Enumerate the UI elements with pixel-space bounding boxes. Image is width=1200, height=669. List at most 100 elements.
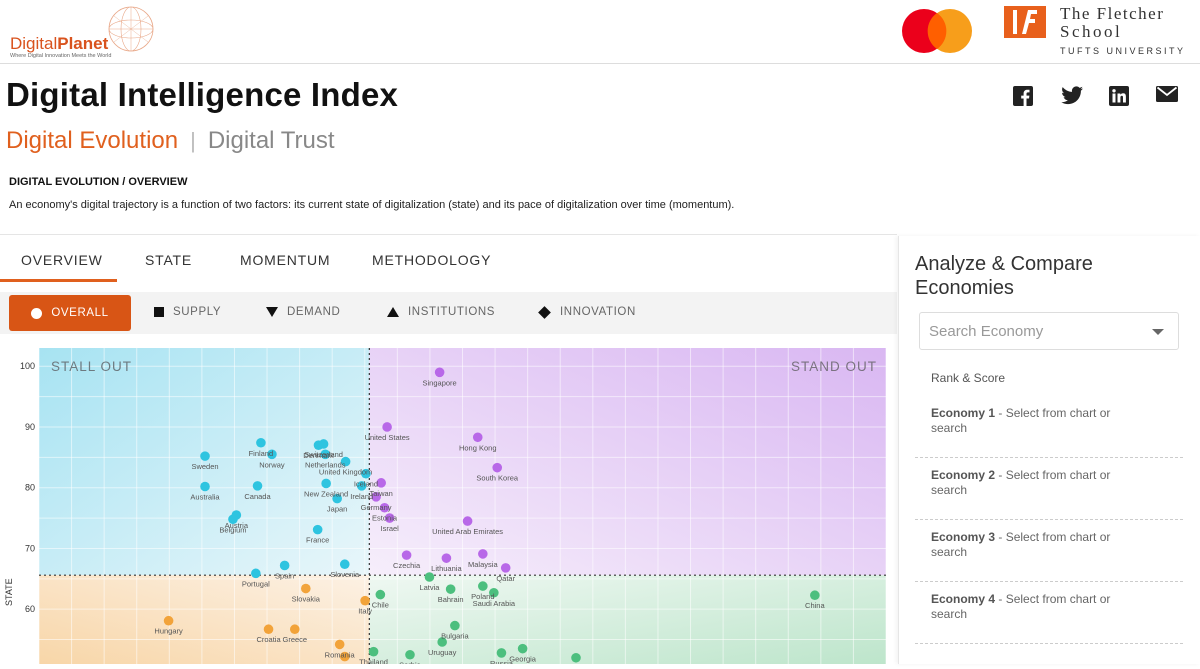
quadrant-label-stand-out: STAND OUT xyxy=(791,359,877,374)
economy-point[interactable] xyxy=(478,581,488,591)
economy-label: Singapore xyxy=(423,378,457,387)
economy-point[interactable] xyxy=(446,584,456,594)
economy-point[interactable] xyxy=(340,559,350,569)
view-tabs: OVERVIEW STATE MOMENTUM METHODOLOGY xyxy=(0,236,897,284)
economy-slot-4[interactable]: Economy 4 - Select from chart or search xyxy=(915,582,1183,644)
quadrant-watch-out xyxy=(39,575,369,664)
section-switcher: Digital Evolution|Digital Trust xyxy=(6,127,335,155)
circle-icon xyxy=(31,308,42,319)
economy-label: Germany xyxy=(361,503,392,512)
economy-label: New Zealand xyxy=(304,489,348,498)
economy-label: Bahrain xyxy=(438,595,464,604)
economy-label: Norway xyxy=(259,460,285,469)
economy-slot-label: Economy 1 xyxy=(931,406,995,420)
economy-point[interactable] xyxy=(253,481,263,491)
economy-point[interactable] xyxy=(251,569,261,579)
linkedin-icon[interactable] xyxy=(1109,86,1129,106)
fletcher-mark-icon xyxy=(1004,6,1046,38)
digital-planet-logo[interactable]: DigitalPlanet Where Digital Innovation M… xyxy=(8,6,168,60)
economy-point[interactable] xyxy=(810,590,820,600)
subnav-digital-trust[interactable]: Digital Trust xyxy=(208,127,335,154)
economy-point[interactable] xyxy=(473,432,483,442)
economy-point[interactable] xyxy=(280,561,290,571)
economy-point[interactable] xyxy=(497,648,507,658)
economy-point[interactable] xyxy=(200,451,210,461)
economy-point[interactable] xyxy=(335,640,345,650)
economy-slot-1[interactable]: Economy 1 - Select from chart or search xyxy=(915,396,1183,458)
economy-label: Spain xyxy=(275,571,294,580)
economy-point[interactable] xyxy=(442,553,452,563)
page-title: Digital Intelligence Index xyxy=(6,76,398,114)
economy-point[interactable] xyxy=(290,624,300,634)
economy-label: Romania xyxy=(325,650,356,659)
y-tick-label: 60 xyxy=(25,604,35,614)
economy-search[interactable] xyxy=(919,312,1179,350)
economy-slot-3[interactable]: Economy 3 - Select from chart or search xyxy=(915,520,1183,582)
economy-point[interactable] xyxy=(435,367,445,377)
economy-point[interactable] xyxy=(360,596,370,606)
economy-point[interactable] xyxy=(313,525,323,535)
filter-demand-label: DEMAND xyxy=(287,306,340,318)
economy-label: Qatar xyxy=(496,574,515,583)
tab-overview[interactable]: OVERVIEW xyxy=(21,252,103,268)
economy-point[interactable] xyxy=(376,590,386,600)
tab-methodology[interactable]: METHODOLOGY xyxy=(372,252,491,268)
subnav-digital-evolution[interactable]: Digital Evolution xyxy=(6,127,178,154)
fletcher-school-logo[interactable]: The Fletcher School TUFTS UNIVERSITY xyxy=(1004,4,1194,60)
economy-label: Finland xyxy=(249,449,274,458)
search-economy-input[interactable] xyxy=(929,321,1139,341)
tab-momentum[interactable]: MOMENTUM xyxy=(240,252,330,268)
economy-label: Slovenia xyxy=(330,570,360,579)
economy-point[interactable] xyxy=(321,479,331,489)
triangle-down-icon xyxy=(266,307,278,317)
economy-label: South Korea xyxy=(476,474,519,483)
economy-point[interactable] xyxy=(382,422,392,432)
quadrant-label-stall-out: STALL OUT xyxy=(51,359,132,374)
economy-point[interactable] xyxy=(501,563,511,573)
economy-label: Saudi Arabia xyxy=(473,599,516,608)
diamond-icon xyxy=(538,306,551,319)
economy-label: Italy xyxy=(358,607,372,616)
mastercard-logo xyxy=(900,8,974,54)
economy-point[interactable] xyxy=(264,624,274,634)
economy-point[interactable] xyxy=(301,584,311,594)
logo-wordmark: DigitalPlanet xyxy=(10,34,108,54)
tab-state[interactable]: STATE xyxy=(145,252,192,268)
economy-point[interactable] xyxy=(571,653,581,663)
economy-slot-2[interactable]: Economy 2 - Select from chart or search xyxy=(915,458,1183,520)
y-tick-label: 80 xyxy=(25,483,35,493)
economy-point[interactable] xyxy=(402,550,412,560)
economy-label: Australia xyxy=(190,492,220,501)
economy-point[interactable] xyxy=(518,644,528,654)
economy-point[interactable] xyxy=(319,439,329,449)
page-description: An economy's digital trajectory is a fun… xyxy=(9,199,734,211)
economy-point[interactable] xyxy=(463,516,473,526)
filter-institutions[interactable]: INSTITUTIONS xyxy=(387,306,495,318)
y-tick-label: 70 xyxy=(25,543,35,553)
economy-point[interactable] xyxy=(256,438,266,448)
economy-point[interactable] xyxy=(492,463,502,473)
compare-panel: Analyze & Compare Economies Rank & Score… xyxy=(898,236,1200,664)
y-tick-label: 90 xyxy=(25,422,35,432)
filter-overall[interactable]: OVERALL xyxy=(9,295,131,331)
y-tick-label: 100 xyxy=(20,361,35,371)
economy-point[interactable] xyxy=(164,616,174,626)
economy-label: Uruguay xyxy=(428,648,457,657)
economy-point[interactable] xyxy=(478,549,488,559)
twitter-icon[interactable] xyxy=(1061,86,1081,106)
fletcher-name-line1: The Fletcher xyxy=(1060,4,1164,24)
facebook-icon[interactable] xyxy=(1013,86,1033,106)
filter-demand[interactable]: DEMAND xyxy=(266,306,340,318)
economy-point[interactable] xyxy=(425,572,435,582)
economy-label: Malaysia xyxy=(468,560,498,569)
economy-label: Czechia xyxy=(393,561,421,570)
economy-point[interactable] xyxy=(450,621,460,631)
chevron-down-icon[interactable] xyxy=(1152,329,1164,335)
economy-point[interactable] xyxy=(200,482,210,492)
economy-point[interactable] xyxy=(369,647,379,657)
mail-icon[interactable] xyxy=(1156,86,1176,106)
economy-point[interactable] xyxy=(405,650,415,660)
filter-supply[interactable]: SUPPLY xyxy=(154,306,221,318)
filter-innovation[interactable]: INNOVATION xyxy=(538,306,636,318)
